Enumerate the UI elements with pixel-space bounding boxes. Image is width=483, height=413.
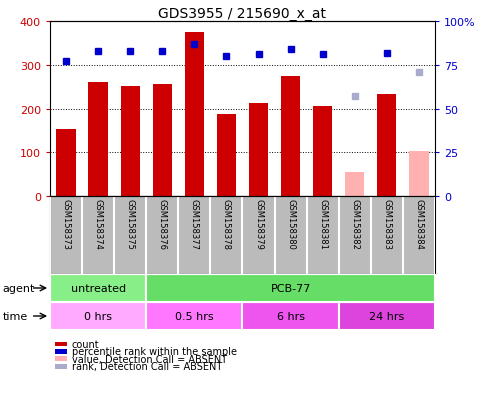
Bar [88, 83, 108, 197]
Text: GSM158382: GSM158382 [350, 199, 359, 249]
Text: PCB-77: PCB-77 [270, 283, 311, 293]
Bar [50, 302, 146, 330]
Text: GSM158378: GSM158378 [222, 199, 231, 250]
Text: 0.5 hrs: 0.5 hrs [175, 311, 213, 321]
Bar [57, 130, 76, 197]
Text: GSM158379: GSM158379 [254, 199, 263, 249]
Bar [121, 87, 140, 197]
Text: GSM158384: GSM158384 [414, 199, 424, 249]
Bar [185, 33, 204, 197]
Text: GSM158377: GSM158377 [190, 199, 199, 250]
Text: GSM158376: GSM158376 [158, 199, 167, 250]
Text: 6 hrs: 6 hrs [277, 311, 305, 321]
Text: GSM158373: GSM158373 [61, 199, 71, 250]
Text: count: count [72, 339, 99, 349]
Bar [146, 274, 435, 302]
Text: GSM158381: GSM158381 [318, 199, 327, 249]
Text: GSM158375: GSM158375 [126, 199, 135, 249]
Text: rank, Detection Call = ABSENT: rank, Detection Call = ABSENT [72, 361, 222, 371]
Bar [377, 95, 397, 197]
Text: GSM158383: GSM158383 [383, 199, 391, 250]
Text: 0 hrs: 0 hrs [84, 311, 112, 321]
Title: GDS3955 / 215690_x_at: GDS3955 / 215690_x_at [158, 7, 327, 21]
Bar [409, 152, 428, 197]
Bar [50, 274, 146, 302]
Bar [146, 302, 242, 330]
Text: time: time [2, 311, 28, 321]
Bar [217, 114, 236, 197]
Text: untreated: untreated [71, 283, 126, 293]
Text: agent: agent [2, 283, 35, 293]
Text: 24 hrs: 24 hrs [369, 311, 404, 321]
Text: GSM158374: GSM158374 [94, 199, 102, 249]
Text: percentile rank within the sample: percentile rank within the sample [72, 347, 237, 356]
Text: GSM158380: GSM158380 [286, 199, 295, 249]
Bar [281, 76, 300, 197]
Bar [313, 107, 332, 197]
Text: value, Detection Call = ABSENT: value, Detection Call = ABSENT [72, 354, 227, 364]
Bar [339, 302, 435, 330]
Bar [345, 173, 364, 197]
Bar [153, 85, 172, 197]
Bar [242, 302, 339, 330]
Bar [249, 104, 268, 197]
